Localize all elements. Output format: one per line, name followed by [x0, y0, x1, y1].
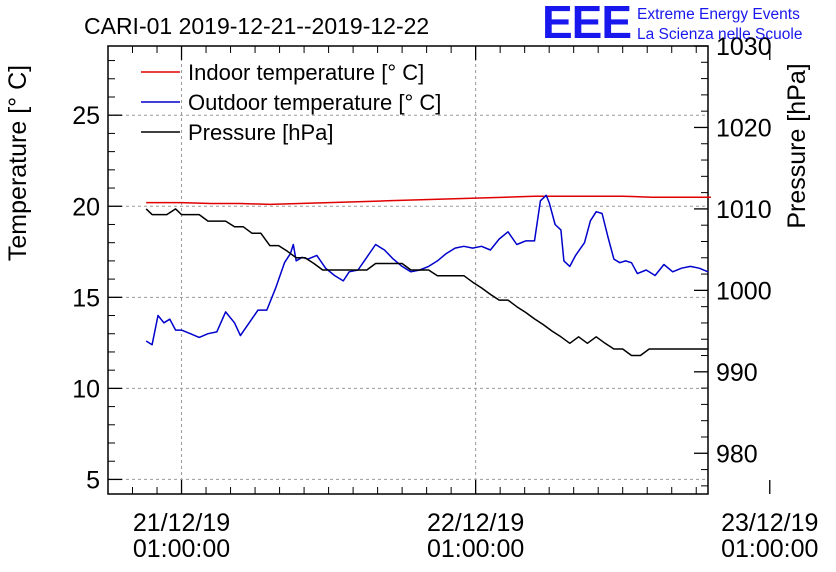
x-tick-label-time-0: 01:00:00 — [133, 535, 230, 563]
y2-tick-label-1010: 1010 — [716, 196, 772, 224]
axes-layer: 510152025980990100010101020103021/12/190… — [72, 33, 818, 563]
eee-logo: EEE — [542, 0, 631, 48]
y2-tick-label-1020: 1020 — [716, 114, 772, 142]
y2-tick-label-1030: 1030 — [716, 33, 772, 61]
y-tick-label-20: 20 — [72, 193, 100, 221]
x-tick-label-date-1: 22/12/19 — [427, 509, 524, 537]
logo-subtitle-1: Extreme Energy Events — [637, 6, 800, 23]
y2-axis-title: Pressure [hPa] — [783, 63, 811, 228]
y2-tick-label-1000: 1000 — [716, 277, 772, 305]
y-tick-label-25: 25 — [72, 102, 100, 130]
gridlines — [108, 46, 708, 494]
x-tick-label-date-0: 21/12/19 — [133, 509, 230, 537]
y-tick-label-15: 15 — [72, 284, 100, 312]
y-tick-label-5: 5 — [86, 466, 100, 494]
legend-label-pressure: Pressure [hPa] — [188, 120, 334, 145]
series-line-indoor — [146, 195, 711, 206]
series-line-outdoor — [145, 194, 709, 346]
y2-tick-label-990: 990 — [716, 359, 758, 387]
y-tick-label-10: 10 — [72, 375, 100, 403]
legend-label-indoor: Indoor temperature [° C] — [188, 60, 424, 85]
logo-subtitle-2: La Scienza nelle Scuole — [637, 26, 802, 43]
chart-title: CARI-01 2019-12-21--2019-12-22 — [84, 13, 429, 39]
x-tick-label-time-2: 01:00:00 — [721, 535, 818, 563]
series-layer — [145, 194, 711, 357]
y-axis-title: Temperature [° C] — [4, 65, 32, 261]
legend: Indoor temperature [° C] Outdoor tempera… — [141, 60, 441, 145]
x-tick-label-date-2: 23/12/19 — [721, 509, 818, 537]
x-tick-label-time-1: 01:00:00 — [427, 535, 524, 563]
legend-label-outdoor: Outdoor temperature [° C] — [188, 90, 441, 115]
series-line-pressure — [145, 208, 708, 357]
y2-tick-label-980: 980 — [716, 440, 758, 468]
plot-frame — [107, 45, 709, 495]
